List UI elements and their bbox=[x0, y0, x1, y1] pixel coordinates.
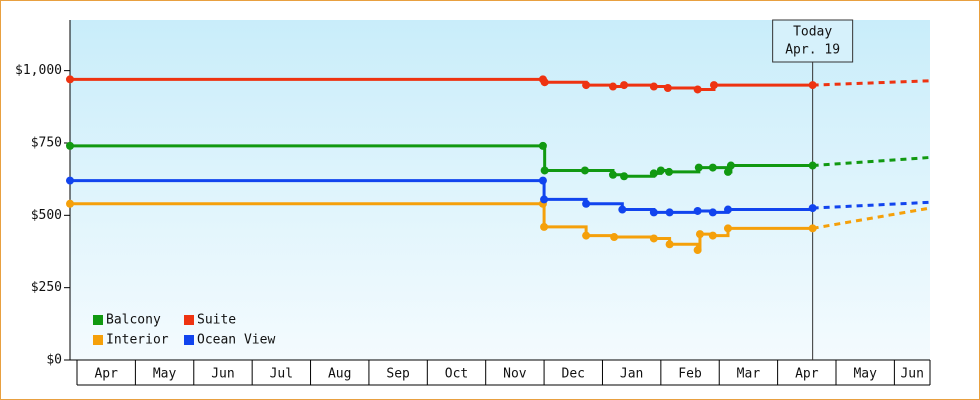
point bbox=[66, 199, 74, 208]
point bbox=[708, 231, 717, 240]
legend-label: Suite bbox=[197, 313, 236, 328]
point bbox=[649, 208, 658, 217]
forecast-line bbox=[812, 155, 931, 168]
point bbox=[649, 82, 658, 91]
point bbox=[540, 166, 549, 175]
x-tick-label: Jan bbox=[620, 367, 643, 382]
point bbox=[693, 246, 702, 255]
point bbox=[665, 208, 674, 217]
point bbox=[538, 141, 547, 150]
point bbox=[649, 234, 658, 243]
x-tick-label: Sep bbox=[386, 367, 410, 382]
point bbox=[695, 230, 704, 239]
legend-swatch bbox=[184, 335, 194, 345]
point bbox=[649, 169, 658, 178]
point bbox=[723, 205, 732, 214]
point bbox=[66, 141, 74, 150]
today-label: Today bbox=[793, 25, 832, 40]
y-tick-label: $750 bbox=[31, 135, 62, 150]
forecast-line bbox=[812, 200, 931, 210]
legend-swatch bbox=[93, 315, 103, 325]
point bbox=[665, 167, 674, 176]
x-tick-label: Apr bbox=[94, 367, 118, 382]
x-tick-label: Apr bbox=[795, 367, 819, 382]
point bbox=[608, 170, 617, 179]
legend-label: Interior bbox=[106, 333, 169, 348]
point bbox=[808, 204, 817, 213]
forecast-line bbox=[812, 79, 931, 87]
point bbox=[66, 176, 74, 185]
point bbox=[808, 224, 817, 233]
point bbox=[693, 206, 702, 215]
point bbox=[582, 81, 591, 90]
point bbox=[808, 81, 817, 90]
point bbox=[618, 205, 627, 214]
point bbox=[665, 240, 674, 249]
legend-swatch bbox=[184, 315, 194, 325]
point bbox=[610, 233, 619, 242]
x-tick-label: Dec bbox=[562, 367, 585, 382]
point bbox=[580, 166, 589, 175]
point bbox=[726, 161, 735, 170]
point bbox=[656, 166, 665, 175]
point bbox=[808, 161, 817, 170]
x-tick-label: Nov bbox=[503, 367, 527, 382]
point bbox=[709, 81, 718, 90]
point bbox=[538, 176, 547, 185]
x-tick-label: Jun bbox=[900, 367, 923, 382]
point bbox=[66, 75, 74, 84]
plot-area bbox=[70, 20, 930, 360]
y-tick-label: $0 bbox=[46, 353, 62, 368]
y-tick-label: $1,000 bbox=[15, 63, 62, 78]
point bbox=[723, 224, 732, 233]
point bbox=[708, 208, 717, 217]
point bbox=[620, 172, 629, 181]
point bbox=[694, 163, 703, 172]
legend-label: Balcony bbox=[106, 313, 161, 328]
x-tick-label: May bbox=[153, 367, 177, 382]
x-tick-label: Aug bbox=[328, 367, 351, 382]
today-box bbox=[772, 19, 854, 63]
x-tick-label: Jun bbox=[211, 367, 234, 382]
x-tick-label: May bbox=[853, 367, 877, 382]
point bbox=[540, 222, 549, 231]
point bbox=[582, 199, 591, 208]
point bbox=[608, 82, 617, 91]
x-tick-label: Oct bbox=[445, 367, 468, 382]
point bbox=[620, 81, 629, 90]
x-tick-label: Jul bbox=[270, 367, 293, 382]
x-tick-label: Feb bbox=[678, 367, 702, 382]
point bbox=[540, 78, 549, 87]
point bbox=[663, 84, 672, 92]
legend-swatch bbox=[93, 335, 103, 345]
x-tick-label: Mar bbox=[737, 367, 761, 382]
today-date: Apr. 19 bbox=[785, 43, 840, 58]
point bbox=[723, 167, 732, 176]
point bbox=[708, 163, 717, 172]
y-tick-label: $250 bbox=[31, 280, 62, 295]
forecast-line bbox=[812, 206, 931, 230]
point bbox=[693, 85, 702, 94]
point bbox=[540, 195, 549, 204]
point bbox=[582, 231, 591, 240]
y-tick-label: $500 bbox=[31, 208, 62, 223]
legend-label: Ocean View bbox=[197, 333, 275, 348]
